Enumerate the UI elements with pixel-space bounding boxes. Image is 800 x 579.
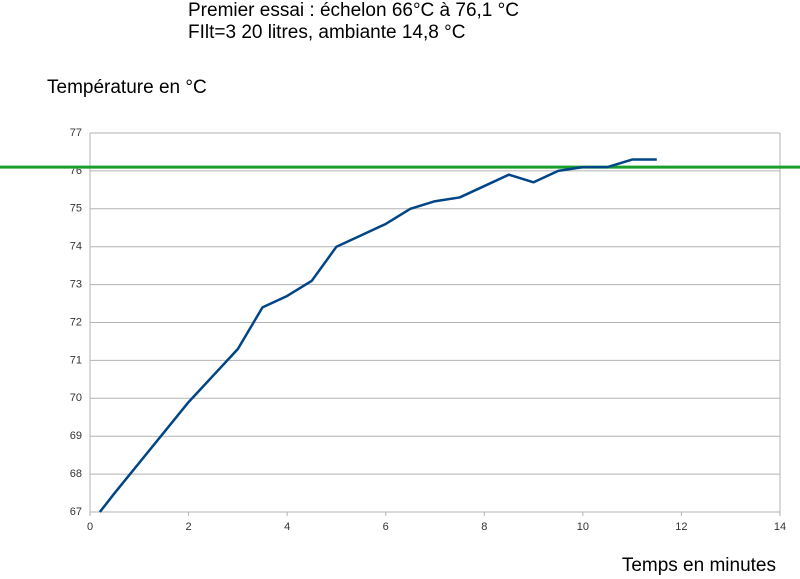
x-tick-label: 0 — [87, 521, 93, 533]
y-tick-label: 75 — [70, 203, 82, 215]
y-tick-label: 72 — [70, 316, 82, 328]
y-tick-label: 73 — [70, 279, 82, 291]
chart-subtitle: FIlt=3 20 litres, ambiante 14,8 °C — [188, 22, 465, 43]
x-axis-label: Temps en minutes — [622, 555, 776, 576]
x-tick-label: 4 — [284, 521, 290, 533]
y-tick-label: 67 — [70, 506, 82, 518]
x-tick-label: 10 — [577, 521, 589, 533]
x-tick-label: 12 — [675, 521, 687, 533]
x-tick-label: 6 — [383, 521, 389, 533]
chart-title: Premier essai : échelon 66°C à 76,1 °C — [188, 0, 519, 21]
x-tick-label: 2 — [186, 521, 192, 533]
y-tick-label: 68 — [70, 468, 82, 480]
x-tick-label: 8 — [481, 521, 487, 533]
y-axis-label: Température en °C — [47, 77, 207, 98]
y-tick-label: 71 — [70, 354, 82, 366]
y-tick-label: 77 — [70, 127, 82, 139]
x-tick-label: 14 — [774, 521, 786, 533]
y-tick-label: 70 — [70, 392, 82, 404]
y-tick-label: 69 — [70, 430, 82, 442]
series-line — [98, 158, 657, 513]
y-tick-label: 74 — [70, 241, 82, 253]
